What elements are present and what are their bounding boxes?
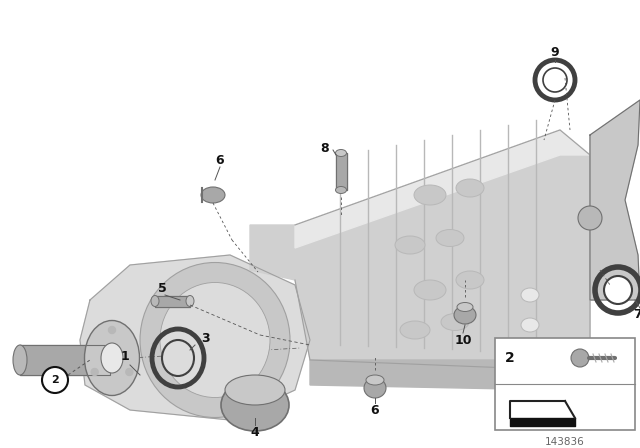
- Ellipse shape: [521, 288, 539, 302]
- Polygon shape: [295, 130, 590, 370]
- Ellipse shape: [221, 379, 289, 431]
- Text: 7: 7: [634, 307, 640, 320]
- Ellipse shape: [84, 320, 140, 396]
- Ellipse shape: [101, 343, 123, 373]
- Ellipse shape: [366, 375, 384, 385]
- Ellipse shape: [160, 283, 270, 397]
- Text: 143836: 143836: [545, 437, 585, 447]
- Circle shape: [109, 327, 115, 333]
- Ellipse shape: [186, 296, 194, 306]
- Polygon shape: [250, 215, 370, 280]
- Circle shape: [543, 68, 567, 92]
- Polygon shape: [20, 345, 110, 375]
- Ellipse shape: [521, 318, 539, 332]
- Text: 10: 10: [454, 333, 472, 346]
- Ellipse shape: [414, 185, 446, 205]
- Bar: [495, 338, 635, 430]
- Text: 6: 6: [371, 404, 380, 417]
- Text: 1: 1: [120, 350, 129, 363]
- Ellipse shape: [456, 179, 484, 197]
- Ellipse shape: [400, 321, 430, 339]
- Ellipse shape: [604, 276, 632, 304]
- Ellipse shape: [225, 375, 285, 405]
- Ellipse shape: [436, 229, 464, 246]
- Circle shape: [91, 369, 98, 375]
- Text: 2: 2: [51, 375, 59, 385]
- Polygon shape: [295, 130, 590, 248]
- Text: 6: 6: [216, 154, 224, 167]
- Circle shape: [571, 349, 589, 367]
- Text: 2: 2: [505, 351, 515, 365]
- Ellipse shape: [457, 302, 473, 311]
- Ellipse shape: [201, 187, 225, 203]
- Polygon shape: [590, 100, 640, 300]
- Text: 3: 3: [201, 332, 209, 345]
- Polygon shape: [155, 296, 190, 307]
- Ellipse shape: [151, 296, 159, 306]
- Polygon shape: [310, 340, 590, 390]
- Polygon shape: [80, 255, 310, 420]
- Ellipse shape: [395, 236, 425, 254]
- Text: 9: 9: [550, 46, 559, 59]
- Circle shape: [126, 369, 133, 375]
- Ellipse shape: [364, 378, 386, 398]
- Ellipse shape: [13, 345, 27, 375]
- Ellipse shape: [162, 340, 194, 376]
- Circle shape: [42, 367, 68, 393]
- Ellipse shape: [454, 306, 476, 324]
- Ellipse shape: [414, 280, 446, 300]
- Ellipse shape: [335, 186, 346, 194]
- Ellipse shape: [441, 314, 469, 331]
- Ellipse shape: [578, 206, 602, 230]
- Ellipse shape: [456, 271, 484, 289]
- Text: 5: 5: [157, 281, 166, 294]
- Polygon shape: [336, 153, 347, 190]
- Ellipse shape: [335, 150, 346, 156]
- Text: 4: 4: [251, 426, 259, 439]
- Text: 8: 8: [321, 142, 330, 155]
- Ellipse shape: [140, 263, 290, 418]
